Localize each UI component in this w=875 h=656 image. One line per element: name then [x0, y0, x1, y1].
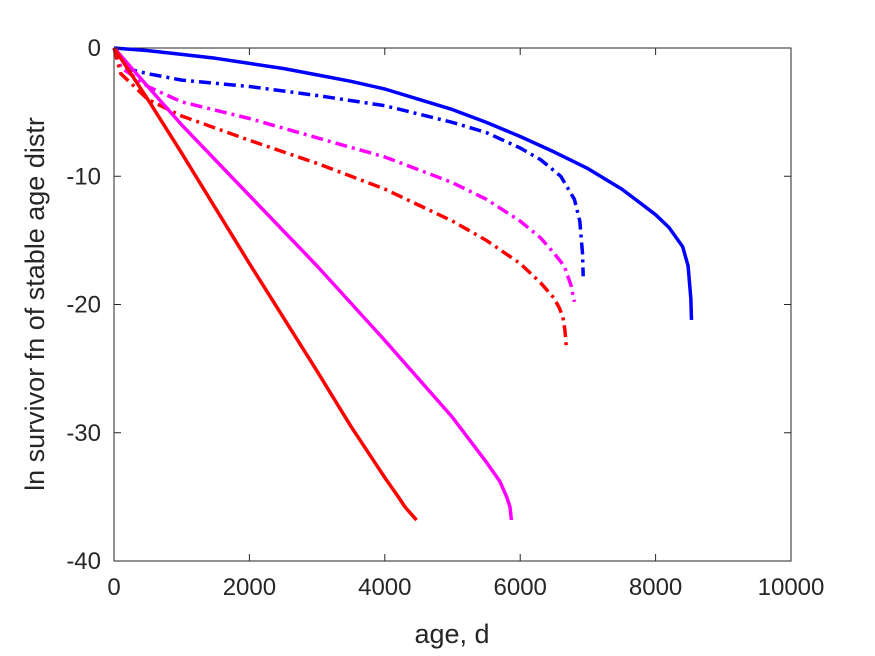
series-line-6 [112, 47, 418, 522]
x-tick-label: 8000 [629, 574, 682, 601]
y-tick-label: -20 [66, 292, 101, 319]
y-tick-label: 0 [88, 35, 101, 62]
x-tick-label: 0 [107, 574, 120, 601]
x-tick-label: 10000 [758, 574, 825, 601]
x-tick-label: 4000 [358, 574, 411, 601]
ticks-layer: 0 2000 4000 6000 8000 10000 0 -10 -20 -30 -40 [66, 35, 824, 601]
series-line-3 [112, 47, 577, 303]
series-line-5 [112, 46, 514, 521]
y-axis-label: ln survivor fn of stable age distr [20, 117, 50, 491]
series-layer [112, 46, 694, 522]
x-tick-label: 2000 [223, 574, 276, 601]
series-line-1 [113, 46, 694, 320]
plot-area [113, 47, 792, 562]
series-line-2 [112, 47, 585, 277]
y-tick-label: -10 [66, 163, 101, 190]
x-axis-label: age, d [414, 619, 489, 649]
x-tick-label: 6000 [494, 574, 547, 601]
y-tick-label: -40 [66, 548, 101, 575]
y-tick-label: -30 [66, 420, 101, 447]
